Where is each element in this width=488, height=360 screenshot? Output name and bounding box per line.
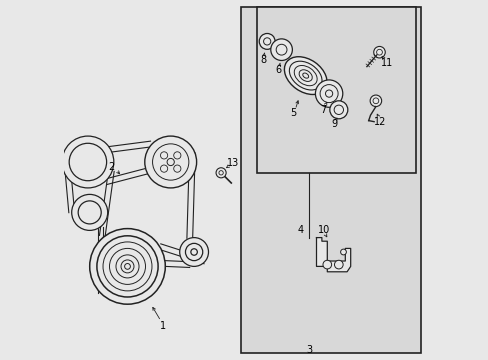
Circle shape [190, 249, 197, 255]
Circle shape [97, 236, 158, 297]
Bar [257, 7, 415, 173]
Circle shape [259, 33, 275, 49]
Circle shape [69, 143, 106, 181]
Circle shape [185, 243, 203, 261]
Circle shape [167, 158, 174, 166]
Circle shape [173, 152, 181, 159]
Circle shape [179, 238, 208, 266]
Circle shape [325, 90, 332, 97]
Circle shape [369, 95, 381, 107]
Circle shape [334, 260, 343, 269]
Circle shape [78, 201, 101, 224]
Circle shape [372, 98, 378, 104]
Text: 12: 12 [374, 117, 386, 127]
Circle shape [160, 152, 167, 159]
Circle shape [333, 105, 343, 114]
Ellipse shape [302, 73, 308, 78]
Circle shape [216, 168, 225, 178]
Circle shape [160, 165, 167, 172]
Circle shape [121, 260, 134, 273]
Circle shape [173, 165, 181, 172]
Text: 6: 6 [275, 65, 281, 75]
Text: 2: 2 [108, 162, 114, 172]
Circle shape [116, 255, 139, 278]
Text: 3: 3 [305, 345, 312, 355]
Circle shape [320, 85, 337, 103]
Ellipse shape [284, 57, 326, 94]
Bar [241, 7, 420, 353]
Circle shape [144, 136, 196, 188]
Ellipse shape [294, 66, 317, 86]
Text: 11: 11 [380, 58, 392, 68]
Circle shape [373, 46, 385, 58]
Circle shape [329, 101, 347, 119]
Ellipse shape [289, 61, 322, 90]
Circle shape [109, 248, 145, 284]
Text: 4: 4 [297, 225, 303, 235]
Text: 9: 9 [331, 119, 337, 129]
Circle shape [263, 38, 270, 45]
Circle shape [276, 44, 286, 55]
Circle shape [322, 260, 331, 269]
Circle shape [340, 249, 346, 255]
Polygon shape [316, 238, 350, 272]
Text: 8: 8 [260, 55, 266, 65]
Circle shape [376, 49, 382, 55]
Circle shape [124, 264, 130, 269]
Circle shape [62, 136, 114, 188]
Circle shape [72, 194, 107, 230]
Circle shape [315, 80, 342, 107]
Text: 7: 7 [320, 105, 326, 115]
Text: 1: 1 [160, 321, 166, 331]
Circle shape [103, 242, 152, 291]
Ellipse shape [299, 70, 312, 81]
Circle shape [219, 171, 223, 175]
Circle shape [152, 144, 188, 180]
Text: 10: 10 [317, 225, 329, 235]
Text: 13: 13 [226, 158, 239, 168]
Text: 5: 5 [289, 108, 296, 118]
Circle shape [89, 229, 165, 304]
Circle shape [270, 39, 292, 60]
